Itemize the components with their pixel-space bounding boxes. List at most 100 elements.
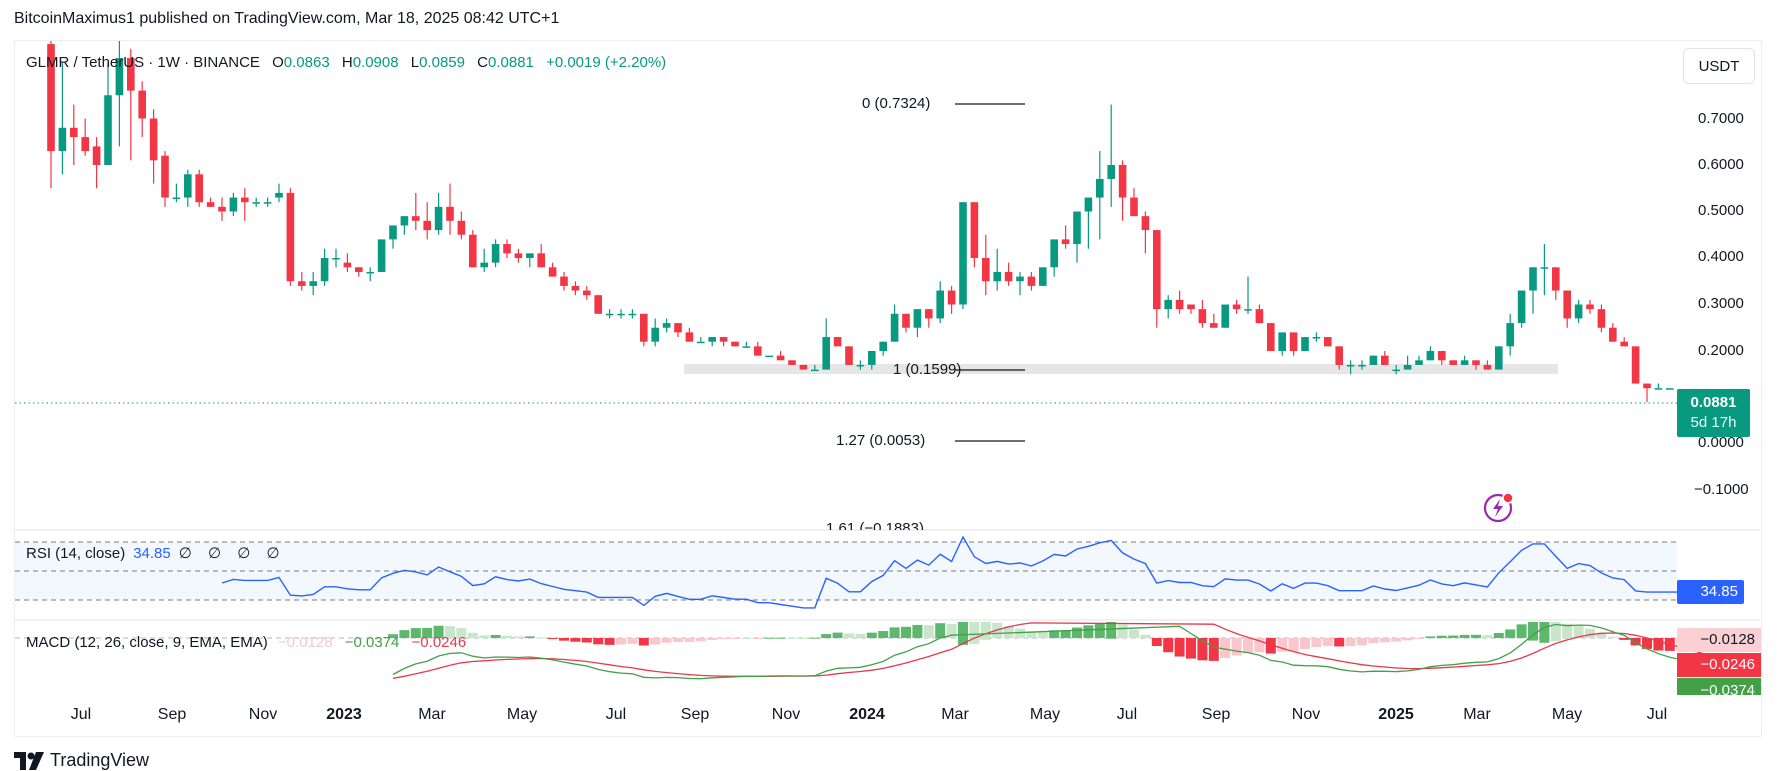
candle-body[interactable] bbox=[731, 341, 739, 347]
candle-body[interactable] bbox=[913, 309, 922, 328]
candle-body[interactable] bbox=[263, 202, 272, 204]
candle-body[interactable] bbox=[1232, 304, 1241, 310]
candle-body[interactable] bbox=[298, 281, 306, 286]
candle-body[interactable] bbox=[1460, 360, 1469, 365]
candle-body[interactable] bbox=[149, 118, 158, 161]
candle-body[interactable] bbox=[890, 313, 899, 342]
candle-body[interactable] bbox=[902, 313, 910, 328]
candle-body[interactable] bbox=[1506, 323, 1514, 347]
candle-body[interactable] bbox=[1221, 304, 1229, 328]
candle-body[interactable] bbox=[719, 337, 728, 342]
candle-body[interactable] bbox=[1620, 341, 1628, 347]
candle-body[interactable] bbox=[1141, 216, 1150, 231]
candle-body[interactable] bbox=[1324, 337, 1332, 347]
candle-body[interactable] bbox=[1358, 364, 1366, 367]
candle-body[interactable] bbox=[355, 267, 363, 272]
candle-body[interactable] bbox=[1153, 230, 1161, 310]
candle-body[interactable] bbox=[605, 313, 614, 316]
candle-body[interactable] bbox=[640, 313, 648, 342]
candle-body[interactable] bbox=[1061, 239, 1070, 245]
candle-body[interactable] bbox=[628, 313, 637, 316]
candle-body[interactable] bbox=[662, 323, 671, 328]
candle-body[interactable] bbox=[594, 295, 602, 314]
candle-body[interactable] bbox=[1586, 304, 1594, 310]
candle-body[interactable] bbox=[1403, 364, 1412, 370]
candle-body[interactable] bbox=[1495, 346, 1503, 370]
candle-body[interactable] bbox=[1346, 364, 1355, 367]
candle-body[interactable] bbox=[58, 127, 67, 152]
candle-body[interactable] bbox=[206, 202, 215, 207]
symbol-title[interactable]: GLMR / TetherUS · 1W · BINANCE bbox=[26, 54, 260, 71]
candle-body[interactable] bbox=[1472, 360, 1480, 365]
candle-body[interactable] bbox=[275, 192, 283, 198]
candle-body[interactable] bbox=[172, 197, 181, 200]
candle-body[interactable] bbox=[617, 313, 625, 316]
candle-body[interactable] bbox=[332, 258, 340, 260]
rsi-title[interactable]: RSI (14, close) bbox=[26, 545, 126, 562]
candle-body[interactable] bbox=[1267, 323, 1275, 351]
candle-body[interactable] bbox=[92, 146, 101, 165]
candle-body[interactable] bbox=[1107, 165, 1115, 179]
candle-body[interactable] bbox=[674, 323, 682, 333]
candle-body[interactable] bbox=[685, 332, 694, 342]
candle-body[interactable] bbox=[754, 346, 762, 356]
candle-body[interactable] bbox=[1609, 327, 1617, 342]
candle-body[interactable] bbox=[1335, 346, 1343, 365]
candle-body[interactable] bbox=[252, 202, 260, 204]
candle-body[interactable] bbox=[1255, 309, 1264, 324]
candle-body[interactable] bbox=[1050, 239, 1058, 268]
currency-button[interactable]: USDT bbox=[1683, 48, 1755, 84]
macd-title[interactable]: MACD (12, 26, close, 9, EMA, EMA) bbox=[26, 634, 268, 651]
candle-body[interactable] bbox=[742, 346, 751, 348]
candle-body[interactable] bbox=[1666, 388, 1674, 390]
candle-body[interactable] bbox=[1483, 364, 1492, 370]
candle-body[interactable] bbox=[491, 244, 500, 263]
candle-body[interactable] bbox=[434, 206, 443, 231]
candle-body[interactable] bbox=[1426, 351, 1435, 361]
candle-body[interactable] bbox=[184, 174, 192, 198]
candle-body[interactable] bbox=[583, 290, 591, 296]
candle-body[interactable] bbox=[1312, 337, 1321, 339]
candle-body[interactable] bbox=[1381, 355, 1389, 365]
candle-body[interactable] bbox=[1039, 267, 1047, 286]
candle-body[interactable] bbox=[982, 258, 990, 282]
candle-body[interactable] bbox=[1529, 267, 1537, 291]
candle-body[interactable] bbox=[947, 290, 956, 305]
candle-body[interactable] bbox=[1187, 304, 1195, 310]
candle-body[interactable] bbox=[765, 355, 773, 358]
candle-body[interactable] bbox=[286, 192, 295, 282]
candle-body[interactable] bbox=[1027, 276, 1036, 286]
candle-body[interactable] bbox=[925, 309, 933, 319]
candle-body[interactable] bbox=[651, 327, 659, 342]
candle-body[interactable] bbox=[1574, 304, 1583, 319]
candle-body[interactable] bbox=[127, 58, 135, 91]
candle-body[interactable] bbox=[571, 285, 580, 291]
candle-body[interactable] bbox=[47, 44, 55, 152]
candle-body[interactable] bbox=[845, 346, 853, 365]
candle-body[interactable] bbox=[1597, 309, 1606, 328]
candle-body[interactable] bbox=[548, 267, 557, 277]
candle-body[interactable] bbox=[469, 234, 477, 268]
candle-body[interactable] bbox=[993, 271, 1001, 282]
candle-body[interactable] bbox=[1449, 360, 1457, 365]
candle-body[interactable] bbox=[708, 337, 716, 342]
candle-body[interactable] bbox=[1073, 211, 1081, 245]
candle-body[interactable] bbox=[138, 90, 146, 119]
candle-body[interactable] bbox=[480, 262, 488, 268]
candle-body[interactable] bbox=[1415, 360, 1423, 365]
candle-body[interactable] bbox=[1175, 299, 1184, 310]
candle-body[interactable] bbox=[389, 225, 397, 240]
candle-body[interactable] bbox=[70, 127, 78, 138]
candle-body[interactable] bbox=[1016, 276, 1024, 282]
candle-body[interactable] bbox=[1164, 299, 1172, 310]
candle-body[interactable] bbox=[833, 337, 842, 347]
candle-body[interactable] bbox=[457, 220, 466, 235]
candle-body[interactable] bbox=[1517, 290, 1526, 324]
candle-body[interactable] bbox=[218, 206, 226, 212]
candle-body[interactable] bbox=[526, 253, 534, 258]
candle-body[interactable] bbox=[1369, 355, 1378, 365]
candle-body[interactable] bbox=[1552, 267, 1560, 291]
candle-body[interactable] bbox=[811, 369, 819, 372]
candle-body[interactable] bbox=[822, 337, 830, 370]
